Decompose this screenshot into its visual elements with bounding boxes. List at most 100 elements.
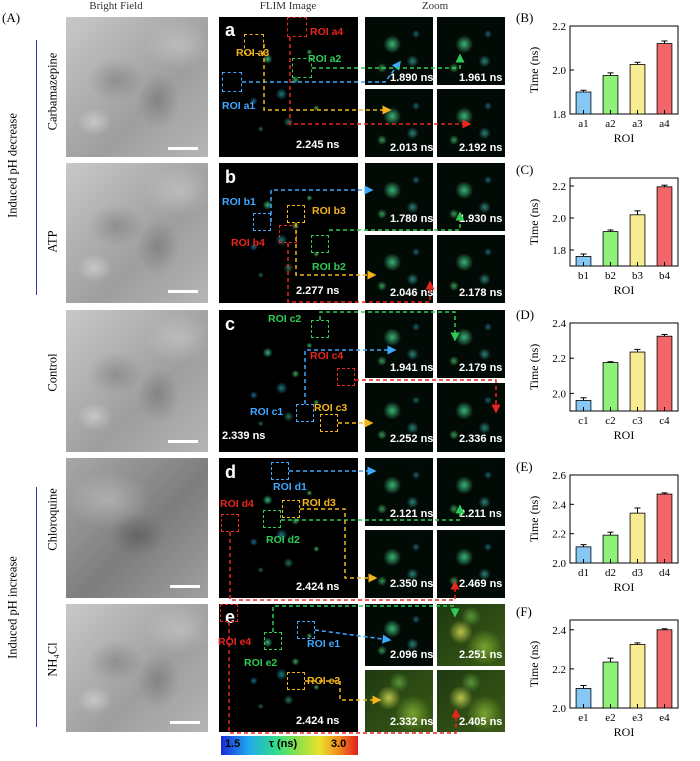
x-tick-label: d1: [578, 567, 589, 579]
y-tick-label: 2.0: [552, 558, 566, 570]
roi-box: [337, 368, 355, 386]
bar: [629, 214, 646, 267]
subpanel-letter: d: [225, 462, 236, 482]
subpanel-letter: a: [225, 20, 236, 40]
y-axis-label: Time (ns): [527, 641, 541, 688]
roi-label: ROI b2: [312, 261, 346, 273]
y-axis-label: Time (ns): [527, 47, 541, 94]
roi-box: [263, 510, 281, 528]
roi-label: ROI d4: [220, 498, 254, 510]
chart-panel-label: (F): [516, 604, 532, 619]
x-axis-label: ROI: [614, 283, 635, 297]
chart-frame: [569, 322, 679, 412]
bar: [656, 186, 673, 267]
bright-field-image-chloroquine: [66, 458, 208, 598]
y-tick-label: 2.2: [552, 353, 566, 365]
bar-chart: (C) 1.8 2.0 2.2 Time (ns) b1 b2 b3 b4 ROI: [516, 162, 679, 297]
x-tick-label: c3: [632, 415, 643, 427]
group-line-decrease: [36, 40, 37, 295]
zoom-image: [437, 530, 505, 598]
y-tick-label: 2.4: [552, 499, 566, 511]
x-tick-label: a4: [659, 118, 670, 130]
x-axis-label: ROI: [614, 131, 635, 145]
x-tick-label: c2: [605, 415, 615, 427]
chart-frame: [569, 474, 679, 564]
x-tick-label: a3: [632, 118, 643, 130]
lifetime-colorbar: 1.5 τ (ns) 3.0: [221, 736, 358, 755]
group-line-increase: [36, 487, 37, 727]
y-tick-label: 2.4: [552, 625, 566, 637]
y-tick-label: 2.6: [552, 470, 566, 482]
zoom-lifetime-label: 2.469 ns: [459, 578, 503, 590]
roi-box: [287, 205, 305, 223]
bar-chart: (D) 2.0 2.2 2.4 Time (ns) c1 c2 c3 c4 ROI: [516, 307, 679, 442]
roi-label: ROI a4: [310, 26, 344, 38]
x-tick-label: e1: [578, 712, 588, 724]
zoom-lifetime-label: 2.405 ns: [459, 716, 503, 728]
y-tick-label: 1.8: [552, 245, 566, 257]
roi-label: ROI c1: [250, 406, 284, 418]
bar-chart: (B) 1.8 2.0 2.2 Time (ns) a1 a2 a3 a4 ROI: [516, 10, 679, 145]
roi-box: [292, 58, 312, 78]
x-tick-label: b4: [659, 270, 671, 282]
scale-bar: [168, 290, 198, 293]
flim-image-nh4cl: [219, 604, 358, 732]
x-tick-label: d4: [659, 567, 671, 579]
bar: [629, 644, 646, 709]
y-tick-label: 2.0: [552, 703, 566, 715]
flim-image-control: [219, 310, 358, 452]
zoom-image: [437, 458, 505, 526]
x-tick-label: e3: [632, 712, 643, 724]
zoom-lifetime-label: 1.780 ns: [390, 213, 434, 225]
roi-box: [221, 514, 239, 532]
zoom-lifetime-label: 2.179 ns: [459, 362, 503, 374]
x-tick-label: c1: [578, 415, 588, 427]
colorbar-min: 1.5: [225, 738, 241, 750]
roi-label: ROI e4: [218, 636, 252, 648]
flim-lifetime-label: 2.424 ns: [296, 715, 340, 727]
bright-field-image-atp: [66, 163, 208, 303]
zoom-image: [437, 383, 505, 452]
bright-field-image-control: [66, 310, 208, 452]
bar: [602, 362, 619, 412]
zoom-image: [365, 89, 433, 157]
roi-box: [297, 621, 315, 639]
subpanel-letter: c: [225, 314, 236, 334]
zoom-lifetime-label: 2.046 ns: [390, 287, 434, 299]
column-title-zoom: Zoom: [421, 0, 449, 12]
zoom-lifetime-label: 2.336 ns: [459, 433, 503, 445]
x-tick-label: b3: [632, 270, 644, 282]
bar-chart: (F) 2.0 2.2 2.4 Time (ns) e1 e2 e3 e4 ROI: [516, 604, 679, 739]
column-title-bright-field: Bright Field: [89, 0, 143, 12]
chart-panel-label: (D): [516, 307, 534, 322]
bar: [602, 661, 619, 709]
zoom-image: [437, 670, 505, 732]
roi-label: ROI a3: [236, 47, 270, 59]
bright-field-image-nh4cl: [66, 604, 208, 732]
zoom-image: [437, 89, 505, 157]
zoom-lifetime-label: 1.890 ns: [390, 72, 434, 84]
roi-label: ROI d1: [273, 481, 307, 493]
x-tick-label: b2: [605, 270, 616, 282]
zoom-image: [365, 530, 433, 598]
zoom-image: [365, 310, 433, 378]
zoom-image: [365, 163, 433, 231]
roi-box: [296, 404, 314, 422]
bar: [629, 512, 646, 564]
flim-image-chloroquine: [219, 458, 358, 598]
zoom-image: [437, 604, 505, 666]
zoom-lifetime-label: 1.930 ns: [459, 213, 503, 225]
roi-label: ROI c4: [310, 350, 344, 362]
subpanel-letter: e: [225, 607, 236, 627]
roi-connector-arrows: [228, 37, 501, 734]
roi-label: ROI a1: [222, 100, 256, 112]
flim-lifetime-label: 2.245 ns: [296, 139, 340, 151]
zoom-lifetime-label: 2.211 ns: [459, 508, 502, 520]
chart-panel-label: (B): [516, 10, 533, 25]
y-tick-label: 2.2: [552, 664, 566, 676]
colorbar-max: 3.0: [331, 738, 347, 750]
y-tick-label: 2.2: [552, 181, 566, 193]
bar: [629, 351, 646, 412]
roi-box: [287, 17, 307, 37]
bar: [602, 75, 619, 115]
